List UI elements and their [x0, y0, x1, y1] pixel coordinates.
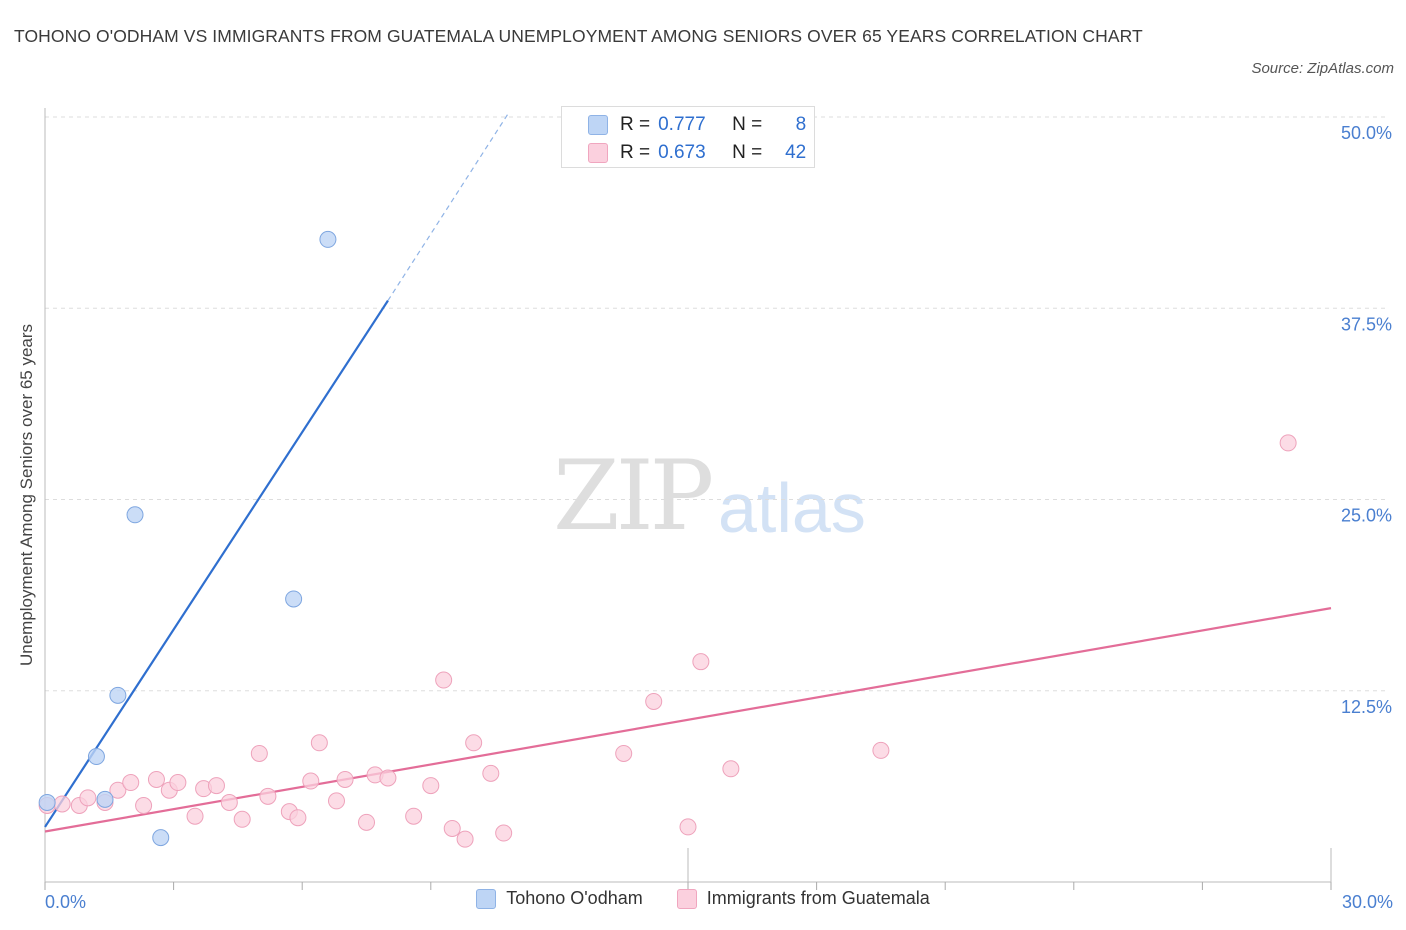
points-layer	[38, 230, 1297, 848]
guatemala-point	[358, 813, 375, 831]
tohono-n-value: 8	[795, 114, 807, 135]
guatemala-r-value: 0.673	[658, 142, 706, 163]
guatemala-point	[405, 807, 423, 825]
guatemala-point	[289, 809, 307, 827]
stats-legend: R = 0.777 N = 8 R = 0.673 N = 42	[561, 106, 815, 168]
source-label: Source: ZipAtlas.com	[1251, 60, 1394, 77]
guatemala-point	[336, 770, 354, 788]
guatemala-swatch	[588, 143, 608, 163]
tohono-swatch	[588, 115, 608, 135]
guatemala-point	[692, 653, 710, 671]
y-tick-label: 12.5%	[1341, 697, 1392, 717]
tohono-point	[87, 748, 105, 766]
stats-row-guatemala: R = 0.673 N = 42	[588, 139, 806, 167]
r-label: R =	[620, 114, 651, 135]
guatemala-point	[465, 734, 483, 752]
n-label: N =	[732, 142, 763, 163]
tohono-point	[319, 230, 337, 248]
guatemala-point	[207, 777, 225, 795]
guatemala-point	[233, 810, 251, 828]
guatemala-point	[310, 734, 328, 752]
r-label: R =	[620, 142, 651, 163]
trend-layer	[44, 113, 1332, 833]
chart-title: TOHONO O'ODHAM VS IMMIGRANTS FROM GUATEM…	[14, 26, 1143, 46]
tohono-r-value: 0.777	[658, 114, 706, 135]
guatemala-trend-line	[44, 607, 1332, 833]
grid-layer	[45, 116, 1385, 882]
tohono-point	[109, 686, 127, 704]
tohono-point	[152, 829, 170, 847]
guatemala-point	[109, 781, 127, 799]
guatemala-point	[302, 772, 320, 790]
guatemala-point	[169, 774, 187, 792]
guatemala-point	[456, 830, 474, 848]
guatemala-point	[482, 764, 500, 782]
guatemala-point	[872, 741, 890, 759]
guatemala-point	[259, 787, 277, 805]
guatemala-point	[1279, 434, 1297, 452]
watermark-zip: ZIP	[553, 440, 714, 552]
x-tick-label: 30.0%	[1342, 892, 1393, 912]
x-tick-label: 0.0%	[45, 892, 86, 912]
guatemala-point	[186, 807, 204, 825]
tohono-point	[126, 506, 144, 524]
guatemala-point	[327, 792, 345, 810]
tohono-trend-extension	[387, 113, 509, 301]
legend-label-tohono: Tohono O'odham	[506, 888, 643, 908]
guatemala-point	[443, 819, 461, 837]
guatemala-point	[679, 818, 697, 836]
guatemala-point	[495, 824, 513, 842]
guatemala-n-value: 42	[785, 142, 807, 163]
legend-item-guatemala[interactable]: Immigrants from Guatemala	[676, 888, 930, 909]
tohono-point	[96, 790, 114, 808]
guatemala-point	[220, 793, 238, 811]
guatemala-point	[250, 744, 268, 762]
guatemala-point	[53, 795, 71, 813]
bottom-legend: Tohono O'odham Immigrants from Guatemala	[0, 888, 1406, 909]
legend-item-tohono[interactable]: Tohono O'odham	[476, 888, 643, 909]
guatemala-point	[615, 744, 633, 762]
tohono-point	[38, 793, 56, 811]
tohono-legend-swatch	[476, 888, 497, 909]
guatemala-point	[147, 770, 165, 788]
guatemala-point	[379, 769, 397, 787]
legend-label-guatemala: Immigrants from Guatemala	[706, 888, 930, 908]
axis-layer	[44, 108, 1332, 890]
tohono-point	[285, 590, 303, 608]
y-tick-label: 37.5%	[1341, 314, 1392, 334]
stats-row-tohono: R = 0.777 N = 8	[588, 111, 806, 139]
guatemala-legend-swatch	[676, 888, 697, 909]
guatemala-point	[122, 774, 140, 792]
guatemala-point	[722, 760, 740, 778]
guatemala-point	[79, 789, 97, 807]
tohono-trend-line	[44, 299, 389, 828]
y-tick-label: 50.0%	[1341, 123, 1392, 143]
guatemala-point	[422, 777, 440, 795]
guatemala-point	[645, 692, 663, 710]
n-label: N =	[732, 114, 763, 135]
guatemala-point	[135, 797, 153, 814]
guatemala-point	[435, 671, 453, 689]
watermark-atlas: atlas	[718, 469, 866, 547]
y-tick-label: 25.0%	[1341, 506, 1392, 526]
tick-label-layer: 12.5% 25.0% 37.5% 50.0% 0.0% 30.0%	[45, 123, 1393, 912]
